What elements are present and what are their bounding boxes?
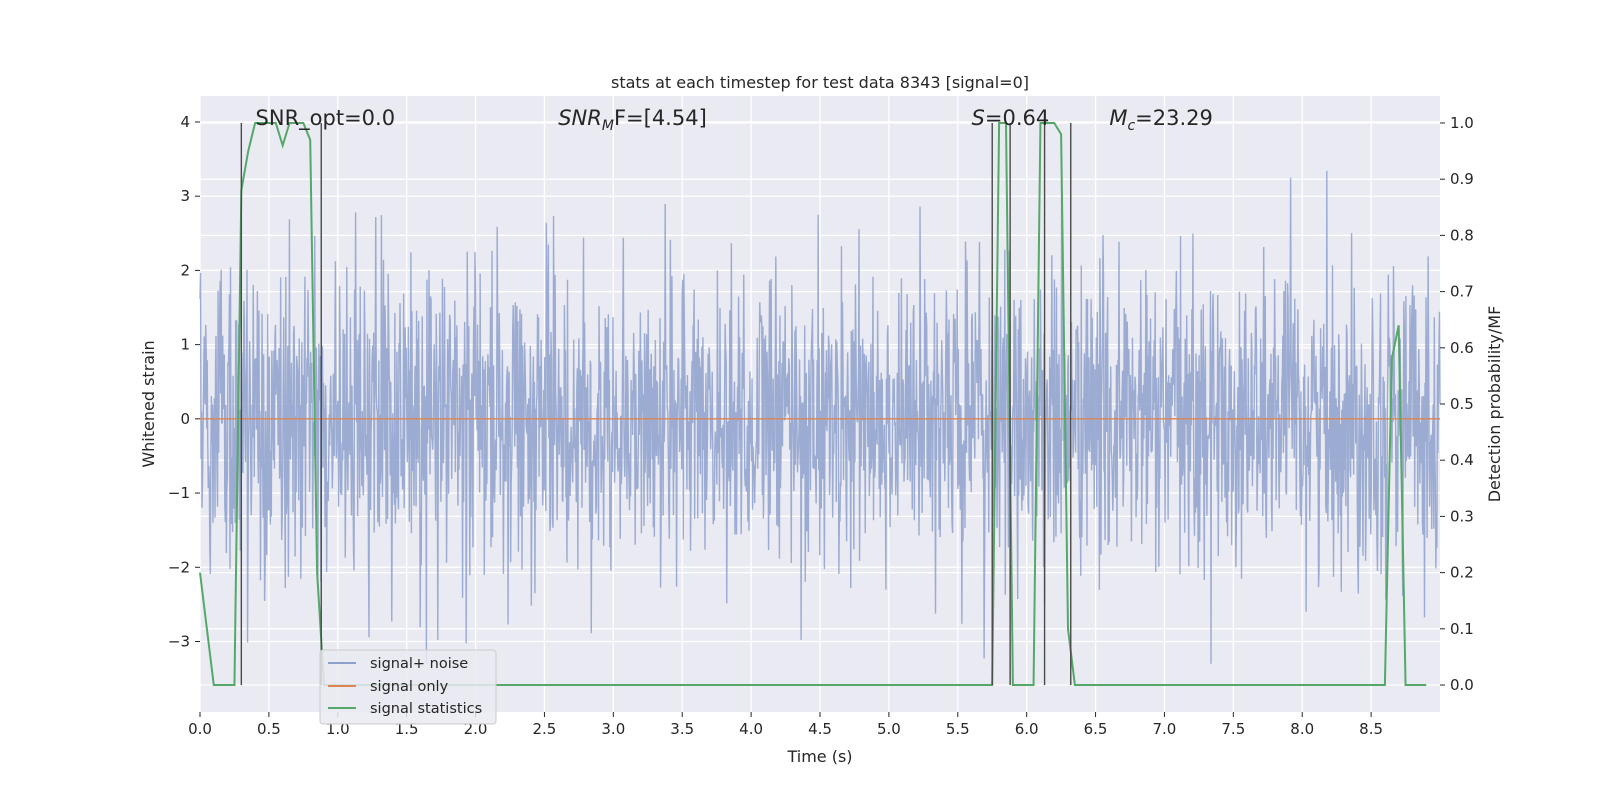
right-y-axis-ticks: 0.0 0.1 0.2 0.3 0.4 0.5 0.6 0.7 0.8 0.9 1.0 — [1440, 114, 1474, 694]
right-y-tick-label: 0.6 — [1450, 339, 1474, 357]
right-y-tick-label: 0.0 — [1450, 676, 1474, 694]
annotation-3: Mc=23.29 — [1109, 106, 1213, 134]
left-y-tick-label: 3 — [180, 187, 190, 205]
x-tick-label: 4.5 — [808, 720, 832, 738]
left-y-tick-label: 4 — [180, 113, 190, 131]
x-tick-label: 7.0 — [1153, 720, 1177, 738]
right-y-axis-label: Detection probability/MF — [1485, 306, 1504, 503]
x-tick-label: 5.5 — [946, 720, 970, 738]
right-y-tick-label: 0.7 — [1450, 283, 1474, 301]
left-y-axis-ticks: −3 −2 −1 0 1 2 3 4 — [168, 113, 200, 650]
legend-label-stats: signal statistics — [370, 701, 482, 717]
x-tick-label: 0.5 — [257, 720, 281, 738]
left-y-tick-label: −3 — [168, 632, 190, 650]
right-y-tick-label: 0.9 — [1450, 170, 1474, 188]
left-y-tick-label: 2 — [180, 261, 190, 279]
x-tick-label: 8.0 — [1290, 720, 1314, 738]
signal-statistics-series — [199, 121, 1427, 687]
x-tick-label: 3.5 — [670, 720, 694, 738]
right-y-tick-label: 0.1 — [1450, 620, 1474, 638]
right-y-tick-label: 0.8 — [1450, 226, 1474, 244]
x-tick-label: 3.0 — [601, 720, 625, 738]
left-y-tick-label: 1 — [180, 336, 190, 354]
signal-noise-series — [199, 157, 1441, 664]
annotation-1: SNRMF=[4.54] — [558, 106, 707, 134]
annotation-2: S=0.64 — [972, 106, 1050, 130]
x-tick-label: 2.5 — [533, 720, 557, 738]
x-tick-label: 8.5 — [1359, 720, 1383, 738]
legend-label-signal: signal only — [370, 679, 449, 695]
x-tick-label: 7.5 — [1221, 720, 1245, 738]
vertical-markers — [240, 122, 1072, 686]
x-axis-label: Time (s) — [786, 747, 852, 766]
right-y-tick-label: 0.4 — [1450, 451, 1474, 469]
right-y-tick-label: 1.0 — [1450, 114, 1474, 132]
left-y-tick-label: −2 — [168, 558, 190, 576]
x-tick-label: 0.0 — [188, 720, 212, 738]
x-tick-label: 6.5 — [1084, 720, 1108, 738]
legend: signal+ noise signal only signal statist… — [319, 649, 497, 725]
right-y-tick-label: 0.5 — [1450, 395, 1474, 413]
left-y-tick-label: 0 — [180, 410, 190, 428]
x-tick-label: 4.0 — [739, 720, 763, 738]
right-y-tick-label: 0.2 — [1450, 564, 1474, 582]
left-y-tick-label: −1 — [168, 484, 190, 502]
right-y-tick-label: 0.3 — [1450, 507, 1474, 525]
annotations: SNR_opt=0.0 SNRMF=[4.54] S=0.64 Mc=23.29 — [256, 106, 1213, 134]
legend-box — [319, 649, 497, 725]
noise-line — [199, 157, 1441, 664]
x-tick-label: 6.0 — [1015, 720, 1039, 738]
legend-label-noise: signal+ noise — [370, 656, 468, 672]
left-y-axis-label: Whitened strain — [139, 340, 158, 467]
x-tick-label: 5.0 — [877, 720, 901, 738]
chart-title: stats at each timestep for test data 834… — [611, 73, 1029, 92]
statistics-line — [199, 121, 1427, 687]
annotation-0: SNR_opt=0.0 — [256, 106, 396, 131]
